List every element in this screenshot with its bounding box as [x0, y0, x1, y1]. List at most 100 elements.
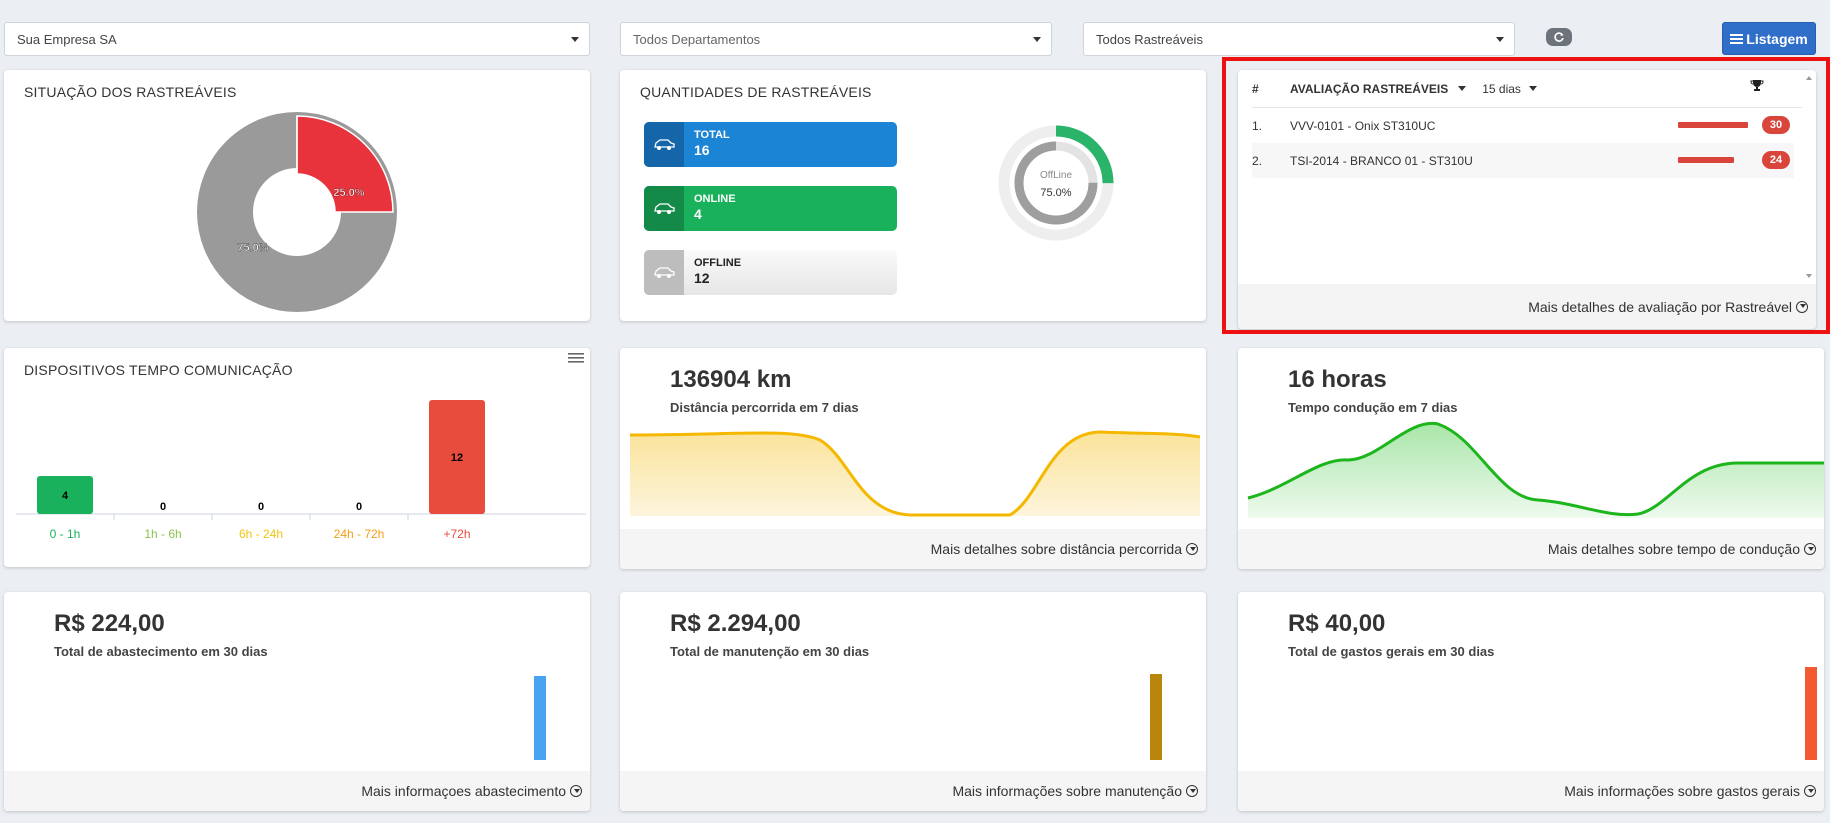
- driving-footer-link[interactable]: Mais detalhes sobre tempo de condução: [1238, 529, 1824, 569]
- chevron-down-icon[interactable]: [1528, 86, 1537, 91]
- comm-category-label: 24h - 72h: [334, 527, 385, 541]
- ranking-footer-text: Mais detalhes de avaliação por Rastreáve…: [1528, 298, 1792, 315]
- maintenance-label: Total de manutenção em 30 dias: [670, 644, 870, 659]
- ranking-row-name: VVV-0101 - Onix ST310UC: [1290, 118, 1436, 133]
- offline-value: 12: [694, 270, 710, 287]
- status-card: SITUAÇÃO DOS RASTREÁVEIS 25.0% 75.0%: [4, 70, 590, 321]
- trophy-icon: [1750, 80, 1764, 91]
- total-label: TOTAL: [694, 129, 730, 141]
- gauge-label: OffLine: [1040, 170, 1072, 181]
- company-select[interactable]: Sua Empresa SA: [4, 22, 590, 56]
- listagem-label: Listagem: [1746, 30, 1808, 47]
- fuel-value: R$ 224,00: [54, 610, 165, 637]
- comm-category-label: 1h - 6h: [144, 527, 181, 541]
- offline-box[interactable]: OFFLINE 12: [644, 250, 897, 295]
- listagem-button[interactable]: Listagem: [1722, 22, 1816, 55]
- driving-card: 16 horas Tempo condução em 7 dias Mais d…: [1238, 348, 1824, 569]
- driving-label: Tempo condução em 7 dias: [1288, 400, 1458, 415]
- comm-bar: [429, 400, 485, 514]
- comm-card-title: DISPOSITIVOS TEMPO COMUNICAÇÃO: [24, 362, 293, 378]
- score-badge: 24: [1762, 151, 1790, 169]
- ranking-scrollbar[interactable]: [1804, 72, 1814, 280]
- circle-arrow-down-icon: [1804, 785, 1816, 797]
- department-select-value: Todos Departamentos: [633, 32, 761, 47]
- comm-bar-value: 0: [356, 501, 362, 513]
- online-value: 4: [694, 206, 702, 223]
- hamburger-menu-icon[interactable]: [568, 352, 584, 364]
- scroll-down-icon[interactable]: [1806, 274, 1812, 278]
- ranking-row[interactable]: 1. VVV-0101 - Onix ST310UC 30: [1252, 108, 1794, 143]
- score-badge: 30: [1762, 116, 1790, 134]
- ranking-footer-link[interactable]: Mais detalhes de avaliação por Rastreáve…: [1238, 284, 1816, 329]
- expenses-card: R$ 40,00 Total de gastos gerais em 30 di…: [1238, 592, 1824, 811]
- quantities-card-title: QUANTIDADES DE RASTREÁVEIS: [640, 84, 872, 100]
- expenses-footer-link[interactable]: Mais informações sobre gastos gerais: [1238, 771, 1824, 811]
- comm-bar-value: 0: [258, 501, 264, 513]
- driving-area-chart: [1247, 421, 1824, 518]
- circle-arrow-down-icon: [570, 785, 582, 797]
- car-icon: [644, 250, 684, 295]
- fuel-label: Total de abastecimento em 30 dias: [54, 644, 268, 659]
- ranking-header: # AVALIAÇÃO RASTREÁVEIS 15 dias: [1252, 70, 1802, 108]
- driving-value: 16 horas: [1288, 366, 1387, 393]
- gauge-online-arc: [998, 125, 1114, 241]
- online-box[interactable]: ONLINE 4: [644, 186, 897, 231]
- chevron-down-icon: [1496, 37, 1504, 42]
- distance-value: 136904 km: [670, 366, 792, 393]
- quantities-card: QUANTIDADES DE RASTREÁVEIS TOTAL 16 ONLI…: [620, 70, 1206, 321]
- maintenance-footer-text: Mais informações sobre manutenção: [952, 783, 1182, 799]
- ranking-card: # AVALIAÇÃO RASTREÁVEIS 15 dias 1. VVV-0…: [1238, 70, 1816, 329]
- status-donut-chart: 25.0% 75.0%: [197, 112, 397, 312]
- distance-footer-link[interactable]: Mais detalhes sobre distância percorrida: [620, 529, 1206, 569]
- ranking-title[interactable]: AVALIAÇÃO RASTREÁVEIS: [1290, 81, 1449, 96]
- expenses-label: Total de gastos gerais em 30 dias: [1288, 644, 1495, 659]
- trackables-select-value: Todos Rastreáveis: [1096, 32, 1203, 47]
- ranking-period[interactable]: 15 dias: [1482, 81, 1521, 96]
- maintenance-sparkbar: [1150, 674, 1162, 760]
- comm-bar-value: 4: [62, 490, 69, 502]
- refresh-button[interactable]: [1546, 28, 1572, 46]
- maintenance-value: R$ 2.294,00: [670, 610, 801, 637]
- comm-category-label: 0 - 1h: [50, 527, 81, 541]
- maintenance-card: R$ 2.294,00 Total de manutenção em 30 di…: [620, 592, 1206, 811]
- circle-arrow-down-icon: [1804, 543, 1816, 555]
- circle-arrow-down-icon: [1796, 300, 1808, 313]
- expenses-value: R$ 40,00: [1288, 610, 1386, 637]
- car-icon: [644, 122, 684, 167]
- chevron-down-icon[interactable]: [1458, 86, 1467, 91]
- ranking-row-num: 2.: [1252, 153, 1263, 168]
- distance-footer-text: Mais detalhes sobre distância percorrida: [930, 541, 1182, 557]
- status-card-title: SITUAÇÃO DOS RASTREÁVEIS: [24, 84, 237, 100]
- offline-label: OFFLINE: [694, 257, 742, 269]
- total-value: 16: [694, 142, 710, 159]
- fuel-footer-link[interactable]: Mais informaçoes abastecimento: [4, 771, 590, 811]
- distance-card: 136904 km Distância percorrida em 7 dias…: [620, 348, 1206, 569]
- comm-bar: [37, 476, 93, 514]
- scroll-up-icon[interactable]: [1806, 76, 1812, 80]
- circle-arrow-down-icon: [1186, 543, 1198, 555]
- expenses-sparkbar: [1805, 667, 1817, 760]
- gauge-percent: 75.0%: [1040, 187, 1071, 199]
- distance-area-chart: [629, 430, 1201, 517]
- chevron-down-icon: [571, 37, 579, 42]
- ranking-row-num: 1.: [1252, 118, 1263, 133]
- chevron-down-icon: [1033, 37, 1041, 42]
- comm-category-label: 6h - 24h: [239, 527, 283, 541]
- total-box[interactable]: TOTAL 16: [644, 122, 897, 167]
- fuel-card: R$ 224,00 Total de abastecimento em 30 d…: [4, 592, 590, 811]
- expenses-footer-text: Mais informações sobre gastos gerais: [1564, 783, 1800, 799]
- offline-gauge: OffLine 75.0%: [998, 125, 1114, 241]
- car-icon: [644, 186, 684, 231]
- list-icon: [1730, 34, 1744, 44]
- ranking-row[interactable]: 2. TSI-2014 - BRANCO 01 - ST310U 24: [1252, 143, 1794, 178]
- comm-bar-chart: 4 0 - 1h 0 1h - 6h 0 6h - 24h 0 24h - 72h 12 +72h: [16, 400, 586, 541]
- trackables-select[interactable]: Todos Rastreáveis: [1083, 22, 1515, 56]
- department-select[interactable]: Todos Departamentos: [620, 22, 1052, 56]
- maintenance-footer-link[interactable]: Mais informações sobre manutenção: [620, 771, 1206, 811]
- circle-arrow-down-icon: [1186, 785, 1198, 797]
- score-bar: [1678, 122, 1748, 128]
- pie-label-online: 25.0%: [333, 187, 364, 199]
- score-bar: [1678, 157, 1734, 163]
- online-label: ONLINE: [694, 193, 736, 205]
- fuel-footer-text: Mais informaçoes abastecimento: [361, 783, 566, 799]
